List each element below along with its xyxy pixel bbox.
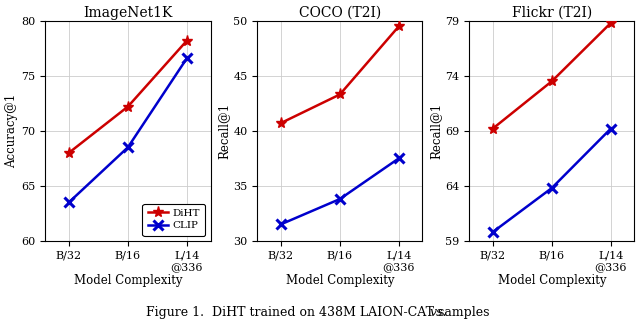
DiHT (183, 39, 191, 42)
CLIP (489, 230, 497, 234)
CLIP (124, 145, 132, 149)
CLIP (607, 127, 614, 131)
CLIP (183, 56, 191, 60)
Line: DiHT: DiHT (487, 17, 616, 134)
Y-axis label: Recall@1: Recall@1 (218, 103, 230, 159)
Line: CLIP: CLIP (276, 153, 404, 229)
Text: Figure 1.  DiHT trained on 438M LAION-CAT samples: Figure 1. DiHT trained on 438M LAION-CAT… (147, 307, 493, 319)
DiHT (65, 151, 73, 155)
Line: DiHT: DiHT (275, 21, 404, 129)
X-axis label: Model Complexity: Model Complexity (285, 273, 394, 287)
DiHT (607, 21, 614, 25)
DiHT (489, 127, 497, 131)
DiHT (395, 24, 403, 28)
CLIP (277, 222, 285, 226)
Line: DiHT: DiHT (63, 35, 193, 158)
DiHT (124, 105, 132, 108)
DiHT (277, 121, 285, 125)
DiHT (336, 92, 344, 96)
Line: CLIP: CLIP (64, 53, 192, 207)
CLIP (395, 156, 403, 160)
X-axis label: Model Complexity: Model Complexity (74, 273, 182, 287)
DiHT (548, 79, 556, 83)
Line: CLIP: CLIP (488, 124, 616, 237)
Title: COCO (T2I): COCO (T2I) (299, 5, 381, 20)
CLIP (65, 200, 73, 204)
X-axis label: Model Complexity: Model Complexity (497, 273, 606, 287)
Y-axis label: Recall@1: Recall@1 (429, 103, 442, 159)
CLIP (548, 186, 556, 190)
Text: vs.: vs. (429, 307, 447, 319)
Title: ImageNet1K: ImageNet1K (83, 5, 173, 20)
CLIP (336, 197, 344, 201)
Title: Flickr (T2I): Flickr (T2I) (512, 5, 592, 20)
Y-axis label: Accuracy@1: Accuracy@1 (6, 94, 19, 168)
Legend: DiHT, CLIP: DiHT, CLIP (143, 204, 205, 236)
